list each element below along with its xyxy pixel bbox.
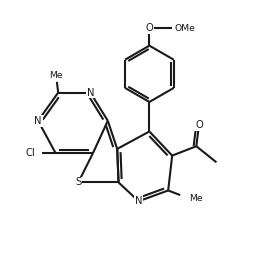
Text: N: N [135, 196, 143, 206]
Text: S: S [75, 178, 81, 188]
Text: N: N [87, 88, 94, 98]
Text: Me: Me [190, 194, 203, 203]
Text: O: O [146, 23, 153, 33]
Text: N: N [34, 116, 42, 126]
Text: O: O [195, 120, 203, 130]
Text: OMe: OMe [175, 24, 196, 33]
Text: Me: Me [49, 71, 62, 80]
Text: Cl: Cl [26, 148, 35, 158]
